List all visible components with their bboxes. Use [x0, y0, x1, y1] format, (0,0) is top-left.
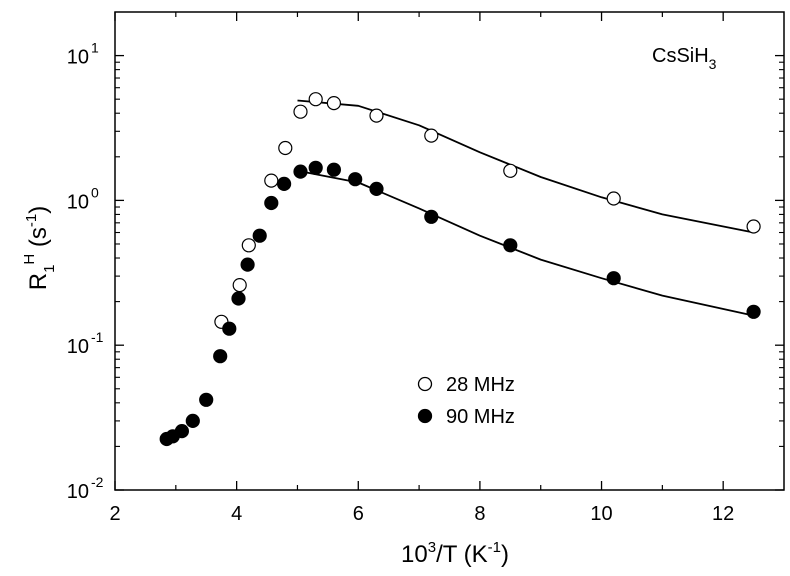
annotation-label: CsSiH3: [652, 45, 717, 72]
y-tick-label: 10: [67, 191, 89, 213]
y-axis-label: R1H (s-1): [21, 206, 58, 291]
data-point-90mhz: [213, 349, 228, 364]
y-tick-exponent: -1: [91, 329, 104, 345]
data-point-28mhz: [278, 140, 293, 156]
y-tick-exponent: -2: [91, 474, 104, 490]
x-tick-label: 8: [474, 503, 485, 525]
data-point-28mhz: [424, 128, 439, 143]
y-tick-label: 10: [67, 481, 89, 503]
data-point-28mhz: [241, 238, 256, 253]
data-point-28mhz: [503, 163, 518, 178]
x-axis-label: 103/T (K-1): [401, 539, 509, 568]
data-point-28mhz: [746, 219, 761, 234]
data-point-90mhz: [293, 164, 308, 179]
data-point-90mhz: [503, 238, 518, 253]
data-point-90mhz: [308, 160, 323, 175]
data-point-90mhz: [606, 271, 621, 286]
data-point-90mhz: [185, 413, 200, 428]
data-point-90mhz: [277, 176, 292, 191]
data-point-28mhz: [606, 191, 621, 206]
legend-marker-28mhz: [417, 376, 433, 392]
data-point-90mhz: [174, 424, 189, 439]
x-tick-label: 4: [231, 503, 242, 525]
legend-label-90mhz: 90 MHz: [446, 406, 515, 428]
y-tick-exponent: 1: [91, 40, 99, 56]
fit-curves: [297, 99, 754, 317]
data-point-90mhz: [199, 392, 214, 407]
data-point-90mhz: [252, 228, 267, 243]
x-tick-label: 2: [109, 503, 120, 525]
y-tick-label: 10: [67, 47, 89, 69]
data-point-28mhz: [326, 95, 341, 111]
fit-curve-28mhz: [297, 99, 754, 234]
x-tick-label: 10: [590, 503, 612, 525]
y-tick-exponent: 0: [91, 184, 99, 200]
axis-ticks: [114, 12, 784, 491]
data-point-90mhz: [348, 172, 363, 187]
x-tick-label: 12: [712, 503, 734, 525]
data-point-90mhz: [326, 162, 341, 177]
data-point-28mhz: [369, 108, 384, 123]
data-point-28mhz: [264, 173, 279, 188]
data-point-90mhz: [746, 304, 761, 319]
fit-curve-90mhz: [297, 169, 754, 317]
data-point-90mhz: [369, 181, 384, 196]
data-point-90mhz: [424, 209, 439, 224]
data-point-90mhz: [264, 195, 279, 211]
legend: 28 MHz 90 MHz: [417, 374, 515, 428]
data-point-28mhz: [232, 278, 247, 293]
data-point-90mhz: [240, 257, 255, 272]
data-point-28mhz: [308, 92, 323, 107]
y-tick-label: 10: [67, 336, 89, 358]
x-tick-label: 6: [353, 503, 364, 525]
legend-label-28mhz: 28 MHz: [446, 374, 515, 396]
data-point-90mhz: [222, 321, 237, 336]
legend-marker-90mhz: [417, 408, 433, 424]
plot-frame: [114, 11, 785, 491]
data-point-28mhz: [293, 104, 308, 119]
data-markers: [159, 92, 761, 447]
data-point-90mhz: [231, 291, 246, 306]
